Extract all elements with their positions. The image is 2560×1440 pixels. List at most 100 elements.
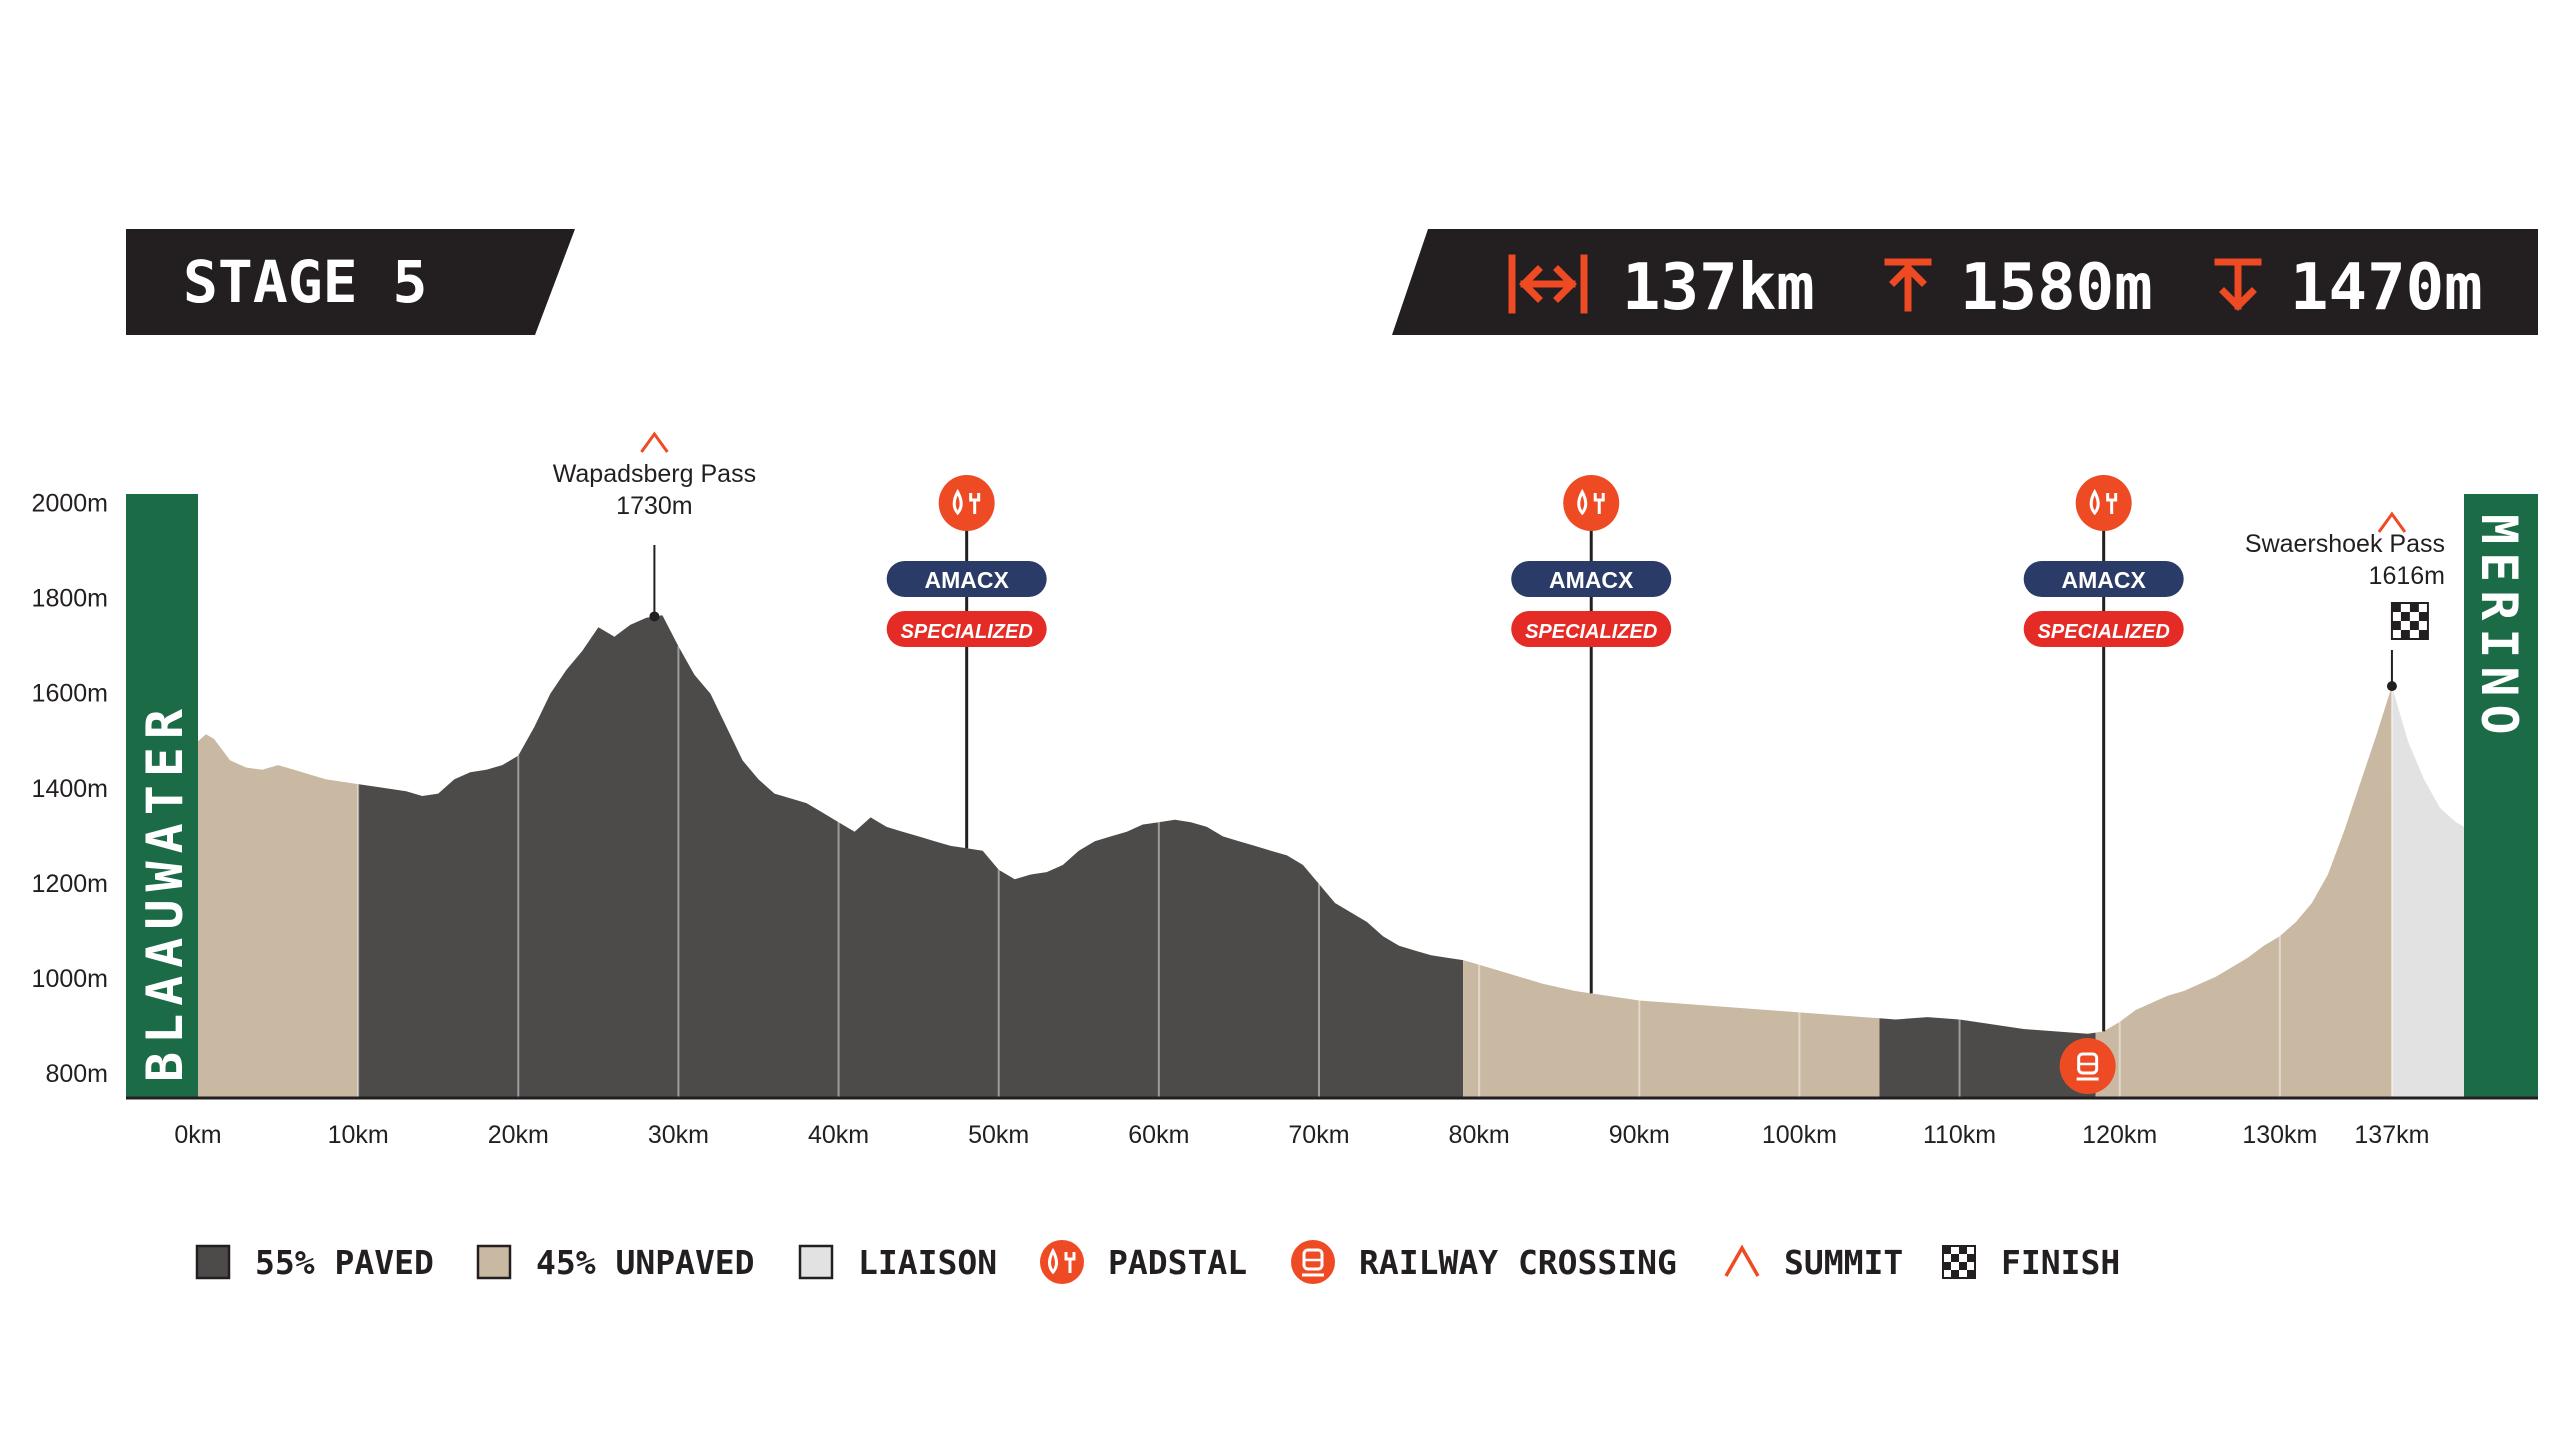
ascent-value: 1580m — [1960, 251, 2153, 325]
flag-square — [1951, 1246, 1959, 1254]
legend-label-unpaved: 45% UNPAVED — [536, 1243, 755, 1282]
km-gridlines — [357, 646, 2393, 1098]
flag-square — [2409, 630, 2419, 639]
summit-elevation: 1730m — [616, 492, 692, 520]
y-tick-label: 800m — [45, 1060, 108, 1088]
x-tick-label: 10km — [328, 1121, 389, 1149]
y-tick-label: 2000m — [32, 490, 108, 518]
legend-label-paved: 55% PAVED — [255, 1243, 434, 1282]
flag-square — [1959, 1270, 1967, 1278]
x-tick-label: 100km — [1762, 1121, 1837, 1149]
flag-square — [2418, 612, 2428, 621]
summit-caret-icon — [2377, 511, 2407, 533]
legend-label-railway: RAILWAY CROSSING — [1359, 1243, 1677, 1282]
flag-square — [1967, 1246, 1975, 1254]
flag-square — [2400, 603, 2410, 612]
legend: 55% PAVED 45% UNPAVED LIAISON PADSTAL RAILWA… — [195, 1240, 2120, 1284]
summit-elevation: 1616m — [2369, 562, 2445, 590]
stage-stats-bar: 137km 1580m 1470m — [1392, 229, 2538, 335]
x-tick-label: 110km — [1923, 1121, 1996, 1149]
x-tick-label: 90km — [1609, 1121, 1670, 1149]
train-icon — [2059, 1038, 2116, 1094]
water-drop-shape — [1577, 488, 1588, 516]
water-drop-shape — [2089, 488, 2100, 516]
route-markers: Wapadsberg Pass 1730m Swaershoek Pass 1616m… — [553, 431, 2445, 1094]
flag-square — [2400, 621, 2410, 630]
wrench-shape — [1593, 493, 1605, 514]
summit-name: Wapadsberg Pass — [553, 460, 756, 488]
legend-swatch-liaison — [798, 1244, 834, 1280]
x-tick-label: 60km — [1128, 1121, 1189, 1149]
descent-value: 1470m — [2290, 251, 2483, 325]
x-tick-label: 20km — [488, 1121, 549, 1149]
water-drop-shape — [952, 488, 963, 516]
x-tick-label: 30km — [648, 1121, 709, 1149]
up-arrow-icon — [1884, 258, 1932, 312]
surface-segment-unpaved — [198, 734, 359, 1098]
flag-square — [1959, 1246, 1967, 1254]
summit-point — [649, 611, 660, 622]
flag-square — [1967, 1254, 1975, 1262]
flag-square — [2409, 612, 2419, 621]
finish-label: MERINO — [2470, 514, 2528, 743]
flag-square — [2409, 621, 2419, 630]
distance-value: 137km — [1622, 251, 1815, 325]
flag-square — [2391, 630, 2401, 639]
x-tick-label: 130km — [2242, 1121, 2317, 1149]
start-banner — [126, 494, 198, 1098]
surface-segments — [198, 615, 2464, 1098]
flag-square — [2391, 612, 2401, 621]
checkered-flag-icon — [2390, 602, 2429, 640]
railway-icon-circle — [2059, 1038, 2116, 1094]
y-tick-label: 1000m — [32, 965, 108, 993]
y-tick-label: 1600m — [32, 680, 108, 708]
flag-square — [2400, 612, 2410, 621]
stage-title: STAGE 5 — [183, 248, 427, 316]
x-tick-label: 137km — [2354, 1121, 2429, 1149]
y-tick-label: 1800m — [32, 585, 108, 613]
flag-border — [1942, 1245, 1976, 1279]
flag-border — [2390, 602, 2429, 640]
x-tick-label: 120km — [2082, 1121, 2157, 1149]
legend-label-summit: SUMMIT — [1784, 1243, 1903, 1282]
x-tick-label: 70km — [1288, 1121, 1349, 1149]
flag-square — [2400, 630, 2410, 639]
flag-square — [1943, 1262, 1951, 1270]
padstal-icon-circle — [1040, 1240, 1084, 1284]
legend-swatch-unpaved — [476, 1244, 512, 1280]
surface-segment-paved — [1879, 1017, 2096, 1098]
railway-icon-circle — [1291, 1240, 1335, 1284]
water-drop-shape — [1048, 1247, 1058, 1275]
horizontal-arrows-icon — [1508, 254, 1588, 314]
checkered-flag-icon — [1942, 1245, 1976, 1279]
legend-label-padstal: PADSTAL — [1108, 1243, 1247, 1282]
x-tick-label: 0km — [174, 1121, 221, 1149]
sponsor-badge-specialized — [886, 611, 1047, 647]
flag-square — [1967, 1262, 1975, 1270]
padstal-icon-circle — [1563, 475, 1620, 531]
summit-name: Swaershoek Pass — [2245, 530, 2445, 558]
sponsor-label: AMACX — [1549, 567, 1634, 593]
sponsor-badge-amacx — [886, 561, 1047, 597]
sponsor-label: AMACX — [925, 567, 1010, 593]
padstal-icon-circle — [2075, 475, 2132, 531]
stats-background — [1392, 229, 2538, 335]
flag-square — [1943, 1246, 1951, 1254]
start-label: BLAAUWATER — [136, 701, 194, 1082]
flag-square — [2418, 603, 2428, 612]
y-tick-label: 1400m — [32, 775, 108, 803]
sponsor-label: SPECIALIZED — [1525, 621, 1657, 643]
y-tick-label: 1200m — [32, 870, 108, 898]
surface-segment-unpaved — [1463, 960, 1880, 1098]
summit-caret-icon — [1724, 1244, 1760, 1277]
flag-square — [1959, 1262, 1967, 1270]
surface-segment-paved — [358, 615, 1464, 1098]
axes: 800m 1000m 1200m 1400m 1600m 1800m 2000m 0km 10k… — [32, 490, 2538, 1149]
water-wrench-icon — [1563, 475, 1620, 531]
flag-square — [1959, 1254, 1967, 1262]
summit-caret-icon — [640, 431, 669, 453]
train-icon — [1291, 1240, 1335, 1284]
wrench-shape — [969, 493, 981, 514]
stage-title-bar: STAGE 5 — [126, 229, 575, 335]
